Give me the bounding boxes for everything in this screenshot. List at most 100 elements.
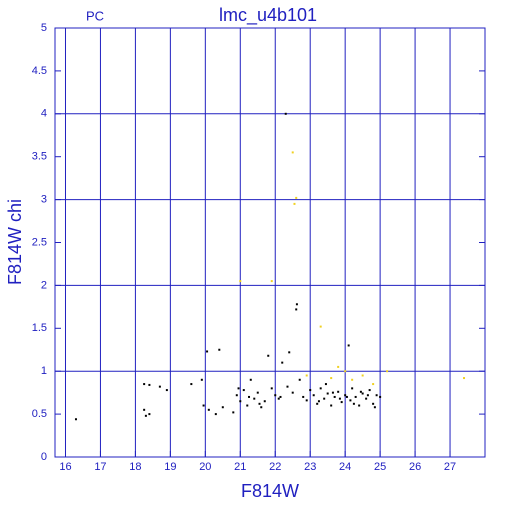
y-tick-label: 5 [41,22,47,34]
point [351,387,354,390]
point [293,202,296,205]
point [291,151,294,154]
point [235,394,238,397]
y-tick-label: 1.5 [32,322,47,334]
point [207,408,210,411]
point [202,404,205,407]
point [214,413,217,416]
point [323,397,326,400]
point [361,392,364,395]
point [344,394,347,397]
point [237,387,240,390]
y-tick-label: 3.5 [32,151,47,163]
x-tick-label: 21 [234,461,246,473]
point [200,378,203,381]
point [330,404,333,407]
point [347,344,350,347]
point [256,391,259,394]
x-tick-label: 19 [164,461,176,473]
point [143,408,146,411]
point [358,404,361,407]
point [74,418,77,421]
point [305,374,308,377]
point [309,389,312,392]
point [330,377,333,380]
x-tick-label: 25 [374,461,386,473]
point [463,377,466,380]
point [291,391,294,394]
point [317,400,320,403]
point [260,406,263,409]
point [242,389,245,392]
x-tick-label: 23 [304,461,316,473]
point [284,112,287,115]
x-tick-label: 18 [129,461,141,473]
point [345,395,348,398]
point [324,383,327,386]
x-tick-label: 20 [199,461,211,473]
point [218,348,221,351]
x-tick-label: 17 [94,461,106,473]
plot-frame [54,27,486,458]
point [286,385,289,388]
y-tick-label: 0 [41,451,47,463]
y-tick-label: 4.5 [32,65,47,77]
point [148,383,151,386]
point [158,385,161,388]
x-tick-label: 16 [59,461,71,473]
point [279,395,282,398]
point [373,406,376,409]
point [349,399,352,402]
point [337,390,340,393]
point [270,387,273,390]
point [366,394,369,397]
point [258,402,261,405]
point [340,401,343,404]
point [386,370,389,373]
point [295,303,298,306]
point [248,395,251,398]
point [375,394,378,397]
point [337,365,340,368]
point [319,387,322,390]
point [298,378,301,381]
point [281,361,284,364]
point [263,400,266,403]
point [302,395,305,398]
point [148,413,151,416]
point [312,394,315,397]
point [143,383,146,386]
point [288,351,291,354]
point [352,402,355,405]
x-tick-label: 26 [409,461,421,473]
y-tick-label: 4 [41,108,47,120]
point [249,378,252,381]
point [359,390,362,393]
point [253,397,256,400]
y-tick-label: 2.5 [32,236,47,248]
point [232,411,235,414]
point [326,392,329,395]
point [372,383,375,386]
point [351,378,354,381]
x-tick-label: 22 [269,461,281,473]
point [331,391,334,394]
point [239,400,242,403]
point [165,389,168,392]
point [305,399,308,402]
point [372,402,375,405]
point [267,354,270,357]
point [206,350,209,353]
point [270,280,273,283]
point [361,374,364,377]
y-tick-label: 2 [41,279,47,291]
y-tick-label: 1 [41,365,47,377]
panel-label: PC [86,8,104,23]
point [295,196,298,199]
x-tick-label: 24 [339,461,351,473]
point [274,394,277,397]
point [277,397,280,400]
point [368,389,371,392]
point [316,402,319,405]
